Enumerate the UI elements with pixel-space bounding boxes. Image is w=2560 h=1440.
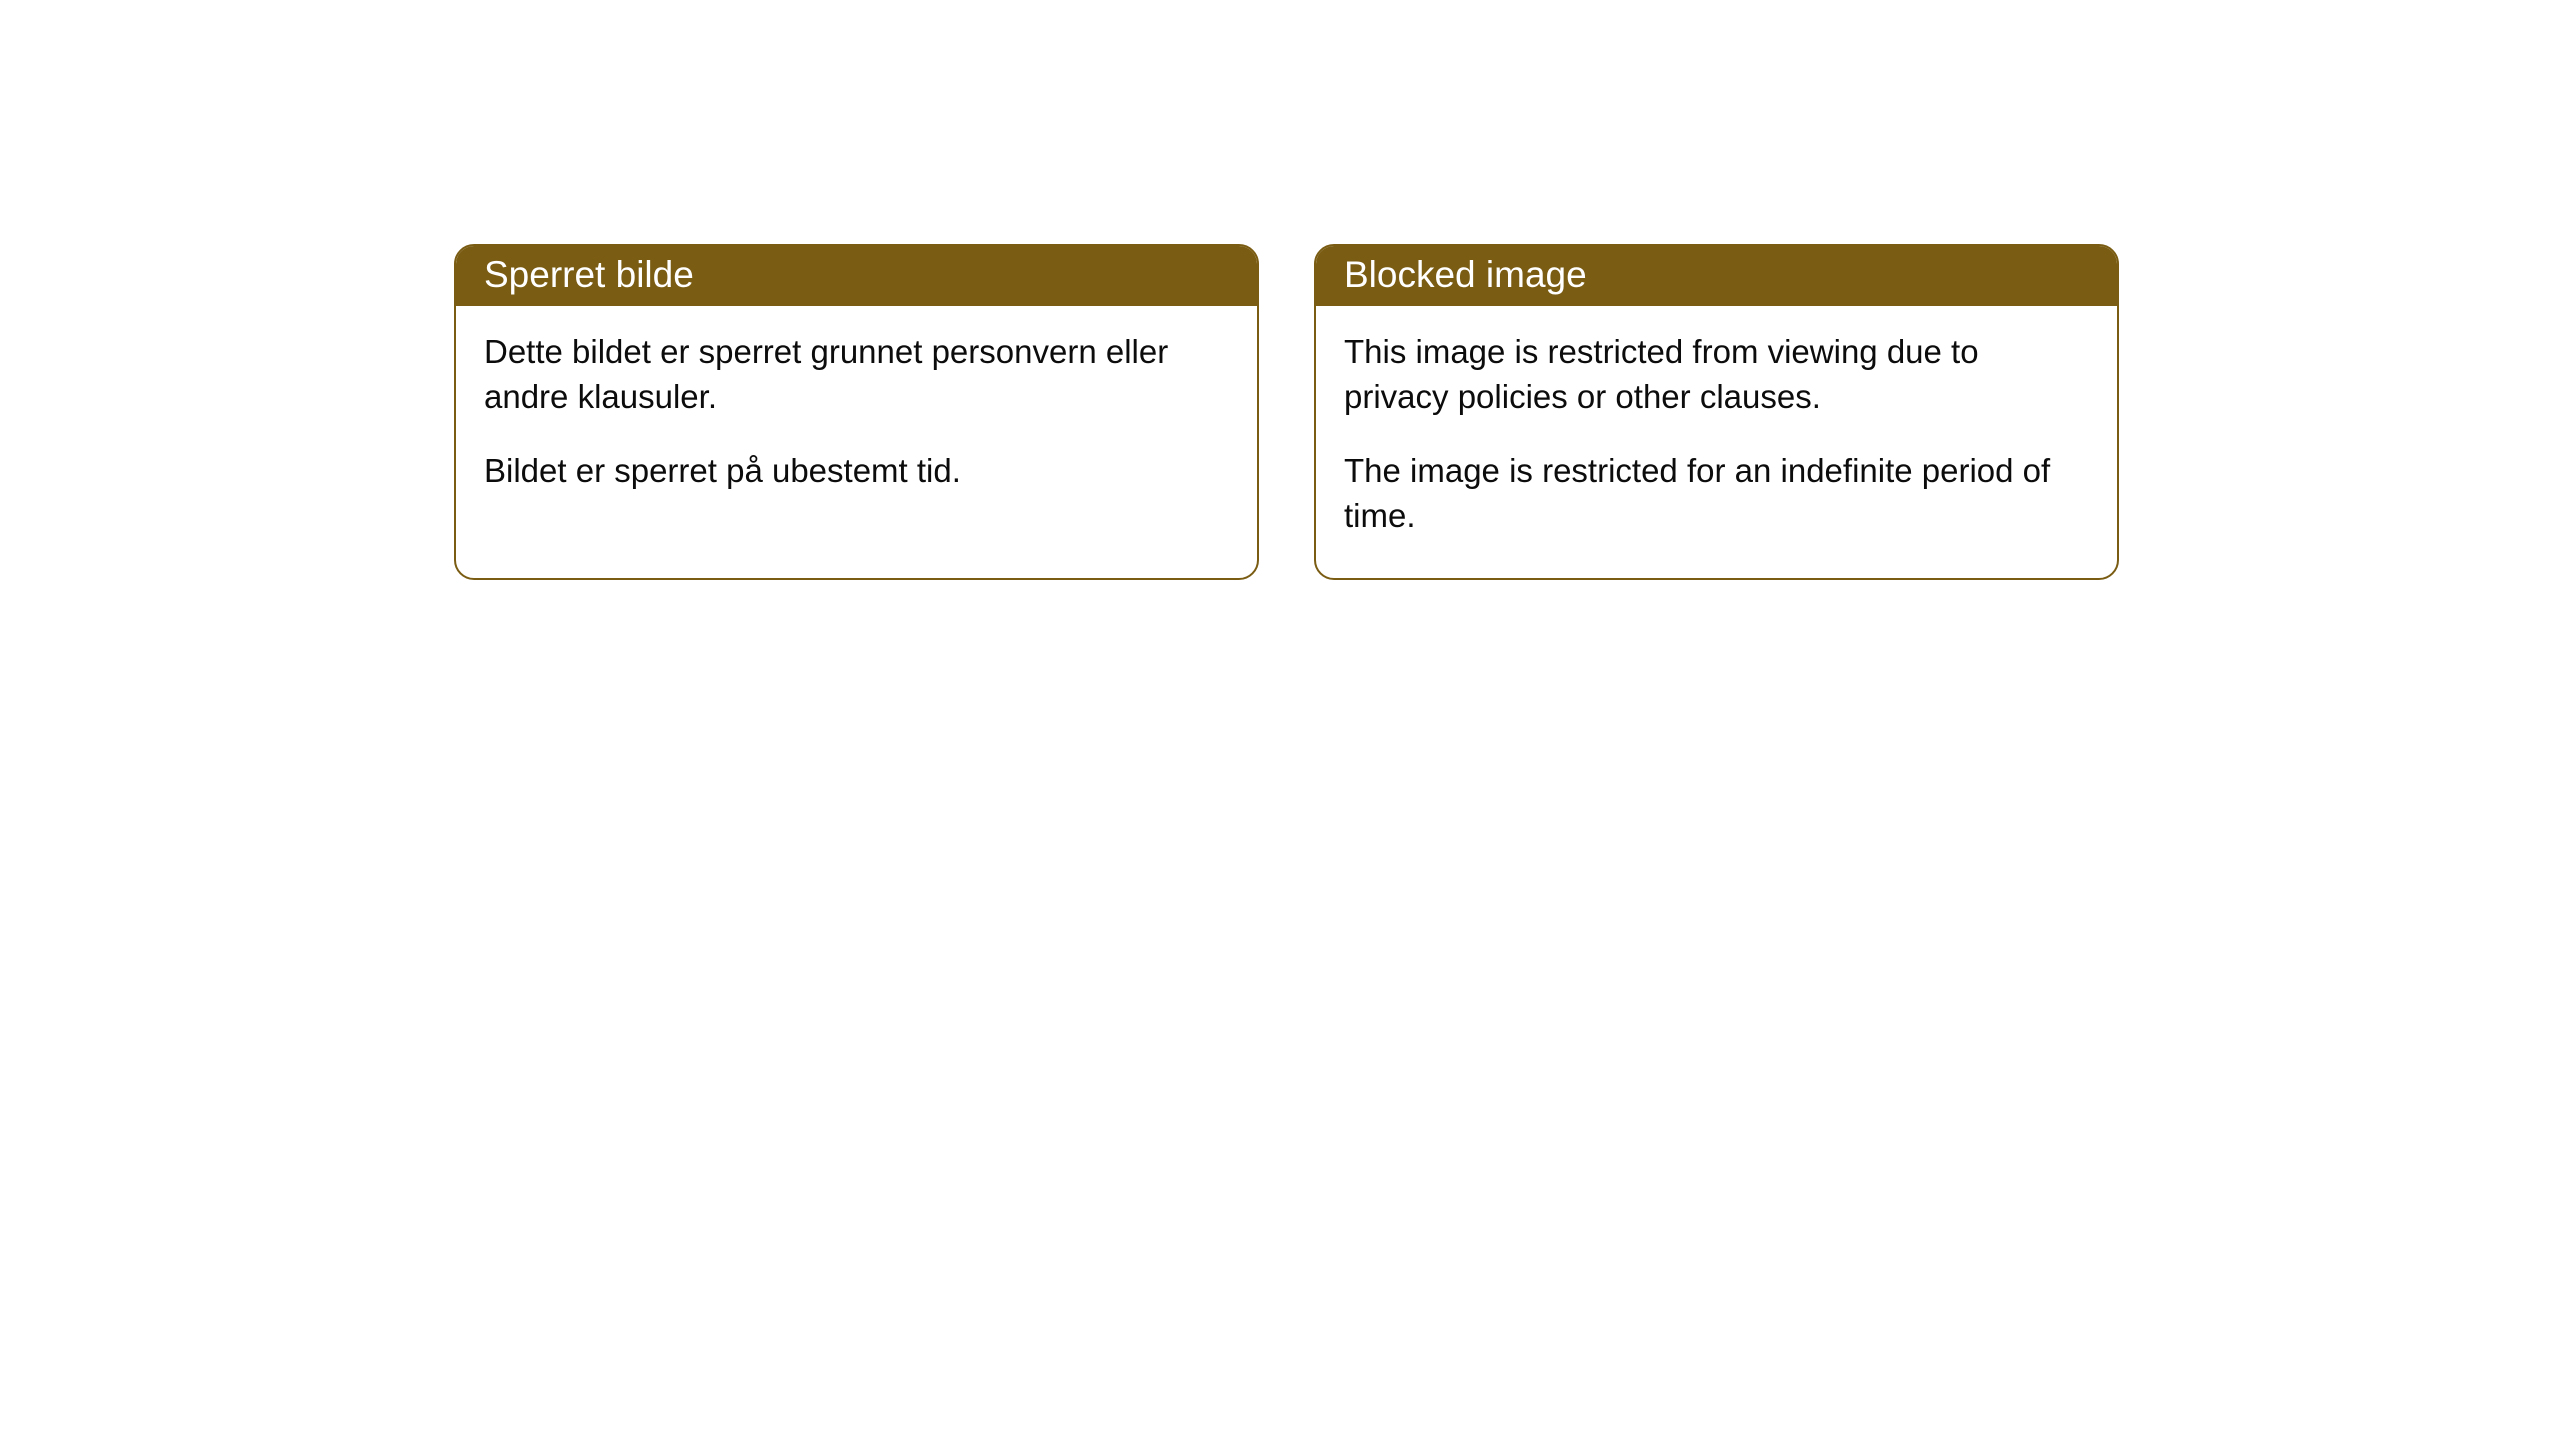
blocked-image-card-en: Blocked image This image is restricted f… [1314, 244, 2119, 580]
card-paragraph-no-1: Dette bildet er sperret grunnet personve… [484, 330, 1229, 419]
card-body-en: This image is restricted from viewing du… [1316, 306, 2117, 578]
card-paragraph-en-1: This image is restricted from viewing du… [1344, 330, 2089, 419]
card-paragraph-no-2: Bildet er sperret på ubestemt tid. [484, 449, 1229, 494]
card-container: Sperret bilde Dette bildet er sperret gr… [454, 244, 2119, 580]
card-paragraph-en-2: The image is restricted for an indefinit… [1344, 449, 2089, 538]
card-header-no: Sperret bilde [456, 246, 1257, 306]
card-body-no: Dette bildet er sperret grunnet personve… [456, 306, 1257, 534]
card-header-en: Blocked image [1316, 246, 2117, 306]
blocked-image-card-no: Sperret bilde Dette bildet er sperret gr… [454, 244, 1259, 580]
